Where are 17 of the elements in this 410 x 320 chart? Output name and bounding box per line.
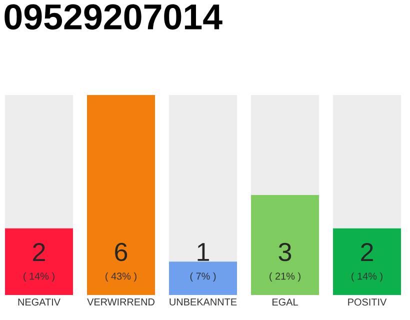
x-tick-label: NEGATIV xyxy=(18,298,60,306)
annotation: ( 21% ) xyxy=(270,272,300,282)
data-label: 2 xyxy=(361,242,373,262)
annotation: ( 14% ) xyxy=(24,272,54,282)
annotation: ( 7% ) xyxy=(190,272,216,282)
bar xyxy=(169,262,238,295)
chart-title: 09529207014 xyxy=(4,4,222,30)
x-tick-label: VERWIRREND xyxy=(87,298,154,306)
data-label: 1 xyxy=(198,243,209,261)
data-label: 3 xyxy=(278,242,292,262)
annotation: ( 14% ) xyxy=(352,272,382,282)
x-tick-label: EGAL xyxy=(272,298,298,306)
data-label: 6 xyxy=(115,242,128,262)
data-label: 2 xyxy=(33,242,45,262)
annotation: ( 43% ) xyxy=(106,272,136,282)
x-tick-label: POSITIV xyxy=(348,298,387,306)
x-tick-label: UNBEKANNTE xyxy=(170,298,237,306)
